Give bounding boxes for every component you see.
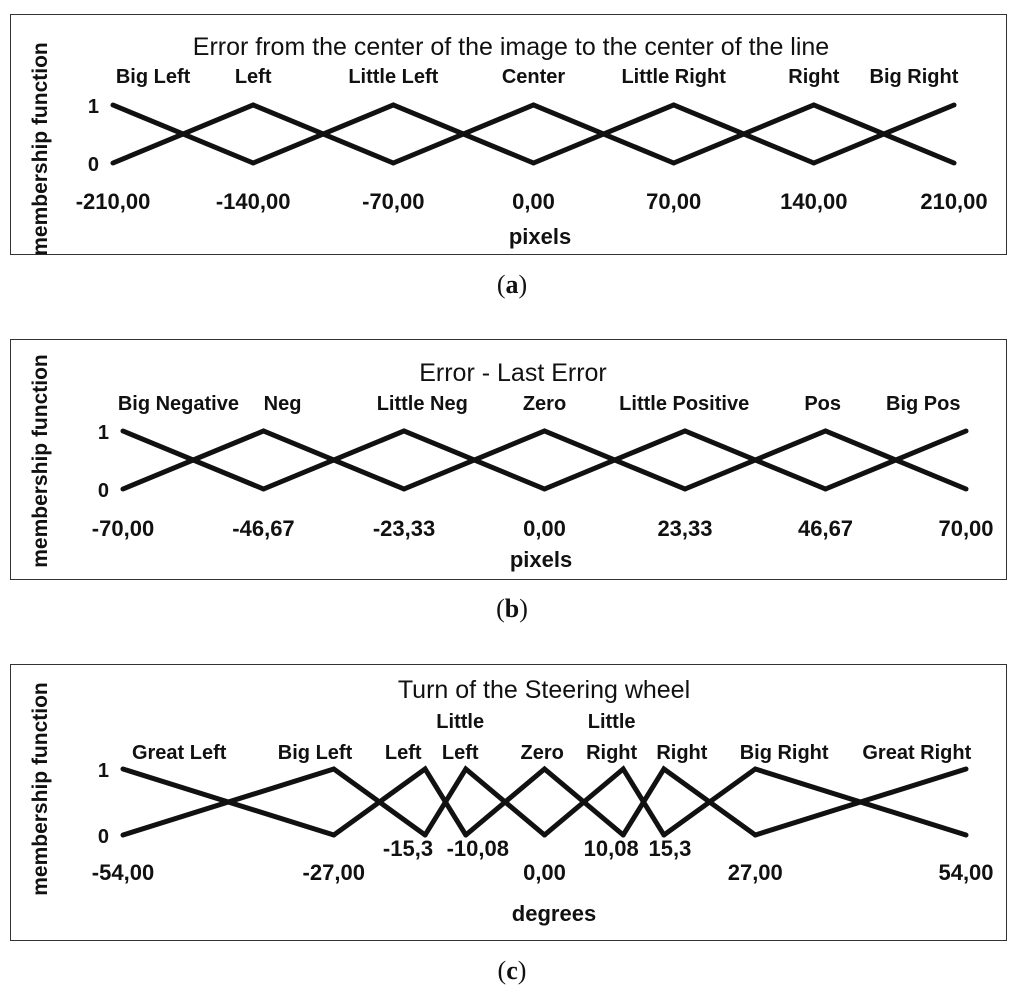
- chart-b-xtick-5: 46,67: [798, 516, 853, 541]
- chart-b-xtick-3: 0,00: [523, 516, 566, 541]
- chart-c-inner-tick-0: -15,3: [383, 836, 433, 861]
- chart-a-series-line-5: [671, 102, 957, 166]
- chart-c-ytick-1: 1: [98, 760, 109, 782]
- caption-c: (c): [497, 956, 527, 985]
- chart-b-ytick-0: 0: [98, 480, 109, 502]
- chart-c-series-label-7: Big Right: [740, 742, 829, 764]
- chart-b-series-label-0: Big Negative: [118, 393, 239, 415]
- chart-b-series-line-5: [682, 428, 969, 492]
- chart-c-series-line-1: [120, 766, 428, 838]
- chart-c-series-label-0: Great Left: [132, 742, 227, 764]
- chart-b-series-line-6: [823, 428, 969, 492]
- chart-c-series-label-3-line-1: Left: [442, 742, 479, 764]
- chart-b-ylabel: membership function: [29, 354, 52, 568]
- chart-c-series-label-8: Great Right: [862, 742, 971, 764]
- chart-a-ylabel: membership function: [29, 42, 52, 256]
- chart-c-xtick-4: 54,00: [938, 860, 993, 885]
- chart-c-series-line-3: [422, 765, 547, 838]
- chart-b-series-line-4: [542, 428, 828, 492]
- chart-c-series-line-5: [542, 765, 667, 838]
- chart-a-series-label-0: Big Left: [116, 66, 191, 88]
- chart-panel-c: Turn of the Steering wheel degrees membe…: [10, 664, 1007, 941]
- chart-c-series-line-4: [463, 765, 626, 838]
- chart-b-title: Error - Last Error: [419, 359, 607, 387]
- chart-a-xtick-5: 140,00: [780, 189, 847, 214]
- chart-a-series-line-6: [811, 102, 957, 166]
- chart-c-series-label-4: Zero: [520, 742, 563, 764]
- chart-b-series-line-1: [120, 428, 407, 492]
- chart-a-title: Error from the center of the image to th…: [193, 33, 829, 61]
- chart-b-series-label-6: Big Pos: [886, 393, 960, 415]
- chart-c-series-line-6: [620, 765, 758, 838]
- chart-c-series-label-5-line-1: Right: [586, 742, 637, 764]
- chart-b-series-label-2: Little Neg: [377, 393, 468, 415]
- chart-a-series-line-4: [531, 102, 817, 166]
- chart-a-series-label-6: Big Right: [870, 66, 959, 88]
- chart-c-xtick-3: 27,00: [728, 860, 783, 885]
- chart-b-xlabel: pixels: [510, 547, 572, 572]
- chart-c-ylabel: membership function: [29, 682, 52, 896]
- caption-a: (a): [496, 270, 528, 299]
- chart-c-series-line-8: [752, 766, 969, 838]
- chart-a-series-label-2: Little Left: [348, 66, 438, 88]
- chart-a-series-label-5: Right: [788, 66, 839, 88]
- chart-c-series-label-1: Big Left: [278, 742, 353, 764]
- chart-b-xtick-2: -23,33: [373, 516, 435, 541]
- chart-panel-a: Error from the center of the image to th…: [10, 14, 1007, 256]
- chart-b-xtick-6: 70,00: [938, 516, 993, 541]
- chart-c-series-label-6: Right: [656, 742, 707, 764]
- caption-b: (b): [496, 594, 528, 623]
- chart-a-series-line-3: [390, 102, 677, 166]
- chart-panel-b: Error - Last Error pixels membership fun…: [10, 339, 1007, 580]
- chart-c-series-label-3-line-0: Little: [436, 711, 484, 733]
- chart-c-series-label-2: Left: [385, 742, 422, 764]
- chart-c-inner-tick-1: -10,08: [447, 836, 509, 861]
- chart-b-xtick-1: -46,67: [232, 516, 294, 541]
- chart-b-svg: Error - Last Error pixels membership fun…: [29, 354, 994, 572]
- chart-b-series-line-2: [261, 428, 547, 492]
- chart-c-series-line-7: [661, 766, 969, 838]
- chart-a-series-label-4: Little Right: [621, 66, 726, 88]
- chart-c-inner-tick-3: 15,3: [649, 836, 692, 861]
- chart-c-ytick-0: 0: [98, 826, 109, 848]
- chart-c-xtick-0: -54,00: [92, 860, 154, 885]
- chart-a-series-line-2: [250, 102, 536, 166]
- chart-c-series-label-5-line-0: Little: [588, 711, 636, 733]
- chart-c-xtick-1: -27,00: [303, 860, 365, 885]
- chart-a-xlabel: pixels: [509, 224, 571, 249]
- chart-b-series-label-1: Neg: [264, 393, 302, 415]
- chart-b-series-label-4: Little Positive: [619, 393, 749, 415]
- chart-c-xlabel: degrees: [512, 901, 596, 926]
- chart-c-series-line-2: [331, 765, 469, 838]
- chart-b-series-label-5: Pos: [804, 393, 841, 415]
- chart-b-series-label-3: Zero: [523, 393, 566, 415]
- chart-a-series-label-3: Center: [502, 66, 566, 88]
- chart-a-xtick-4: 70,00: [646, 189, 701, 214]
- chart-a-series-label-1: Left: [235, 66, 272, 88]
- chart-a-xtick-6: 210,00: [920, 189, 987, 214]
- chart-a-xtick-0: -210,00: [76, 189, 151, 214]
- chart-a-ytick-0: 0: [88, 154, 99, 176]
- chart-a-svg: Error from the center of the image to th…: [29, 33, 988, 256]
- chart-c-inner-tick-2: 10,08: [584, 836, 639, 861]
- chart-c-xtick-2: 0,00: [523, 860, 566, 885]
- chart-b-xtick-4: 23,33: [657, 516, 712, 541]
- chart-b-series-line-3: [401, 428, 688, 492]
- chart-a-series-line-1: [110, 102, 396, 166]
- chart-a-xtick-3: 0,00: [512, 189, 555, 214]
- chart-b-xtick-0: -70,00: [92, 516, 154, 541]
- chart-c-svg: Turn of the Steering wheel degrees membe…: [29, 676, 994, 926]
- chart-a-ytick-1: 1: [88, 96, 99, 118]
- chart-a-xtick-1: -140,00: [216, 189, 291, 214]
- chart-b-ytick-1: 1: [98, 422, 109, 444]
- chart-c-title: Turn of the Steering wheel: [398, 676, 690, 704]
- chart-a-xtick-2: -70,00: [362, 189, 424, 214]
